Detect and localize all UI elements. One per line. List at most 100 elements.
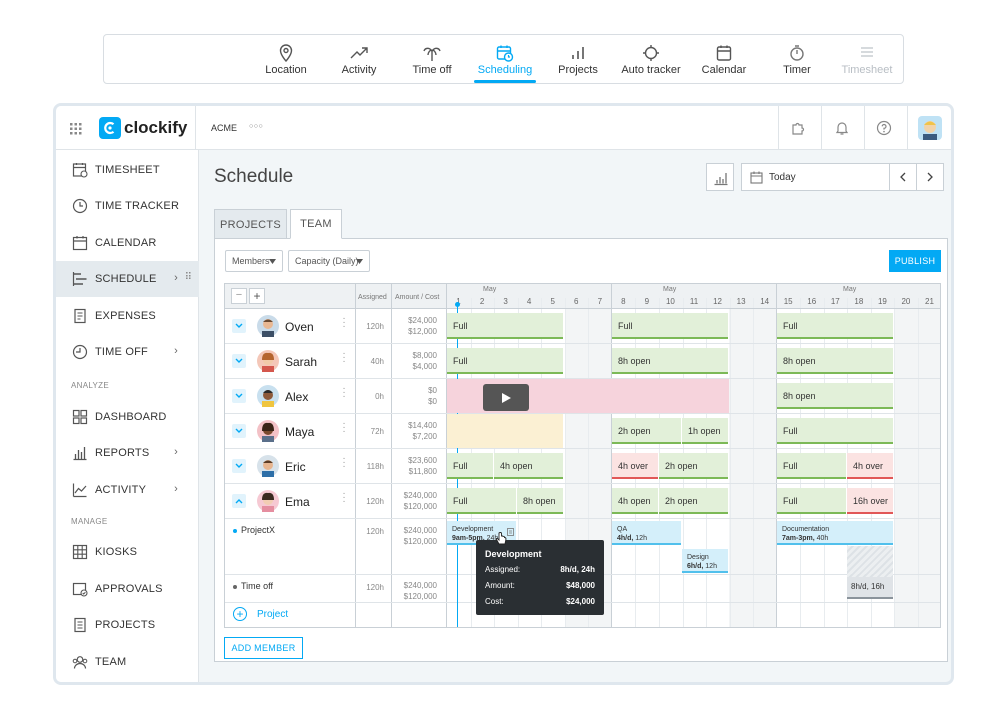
chevron-right-icon[interactable]: › (174, 483, 178, 495)
member-name[interactable]: Maya (285, 425, 315, 439)
more-vert-icon[interactable]: · · · (342, 488, 346, 507)
capacity-bar[interactable]: 2h open (659, 488, 728, 514)
chevron-right-icon[interactable]: › (174, 446, 178, 458)
feature-scheduling[interactable]: Scheduling (466, 35, 544, 83)
add-project-button[interactable]: + (233, 607, 247, 621)
capacity-bar[interactable]: 4h over (612, 453, 658, 479)
sidebar-item-schedule[interactable]: SCHEDULE › ⠿ (56, 261, 199, 297)
capacity-filter[interactable]: Capacity (Daily) (288, 250, 370, 272)
capacity-bar[interactable]: Full (777, 453, 846, 479)
capacity-bar[interactable]: Full (447, 348, 563, 374)
member-name[interactable]: Ema (285, 495, 310, 509)
more-vert-icon[interactable]: · · · (342, 383, 346, 402)
sidebar-item-time-tracker[interactable]: TIME TRACKER (56, 188, 199, 224)
chevron-right-icon[interactable]: › (174, 345, 178, 357)
assignment-bar[interactable]: Design 6h/d, 12h (682, 549, 728, 573)
expand-row-button[interactable] (232, 424, 246, 438)
video-play-button[interactable] (483, 384, 529, 411)
expand-row-button[interactable] (232, 389, 246, 403)
capacity-bar[interactable]: 4h over (847, 453, 893, 479)
sidebar-item-approvals[interactable]: APPROVALS (56, 571, 199, 607)
day-label: 7 (597, 297, 603, 306)
capacity-bar[interactable]: Full (612, 313, 728, 339)
sidebar-item-dashboard[interactable]: DASHBOARD (56, 399, 199, 435)
capacity-bar[interactable]: Full (777, 488, 846, 514)
feature-calendar[interactable]: Calendar (685, 35, 763, 83)
collapse-row-button[interactable] (232, 494, 246, 508)
amount-cost: $240,000 $120,000 (393, 490, 437, 512)
sidebar-item-timesheet[interactable]: TIMESHEET (56, 152, 199, 188)
capacity-bar[interactable]: 8h open (777, 348, 893, 374)
tab-team[interactable]: TEAM (290, 209, 342, 239)
previous-button[interactable] (889, 163, 917, 191)
capacity-bar[interactable]: 8h open (612, 348, 728, 374)
capacity-bar[interactable]: Full (447, 488, 516, 514)
expand-all-button[interactable]: + (249, 288, 265, 304)
feature-time-off[interactable]: Time off (393, 35, 471, 83)
add-project-label[interactable]: Project (257, 609, 289, 620)
capacity-bar[interactable]: 8h open (517, 488, 563, 514)
chevron-right-icon[interactable]: › (174, 272, 178, 284)
workspace-more[interactable]: ○○○ (249, 123, 264, 130)
more-vert-icon[interactable]: · · · (342, 348, 346, 367)
publish-button[interactable]: PUBLISH (889, 250, 941, 272)
chart-toggle-button[interactable] (706, 163, 734, 191)
time-off-name[interactable]: Time off (241, 581, 274, 591)
help-icon[interactable] (876, 120, 892, 136)
sidebar-item-expenses[interactable]: EXPENSES (56, 298, 199, 334)
member-name[interactable]: Eric (285, 460, 306, 474)
capacity-bar[interactable]: 1h open (682, 418, 728, 444)
next-button[interactable] (916, 163, 944, 191)
capacity-bar[interactable]: Full (447, 313, 563, 339)
feature-timer[interactable]: Timer (758, 35, 836, 83)
capacity-bar[interactable]: 2h open (659, 453, 728, 479)
capacity-bar[interactable]: 4h open (612, 488, 658, 514)
more-vert-icon[interactable]: · · · (342, 418, 346, 437)
capacity-bar[interactable]: Full (777, 313, 893, 339)
sidebar-item-activity[interactable]: ACTIVITY › (56, 472, 199, 508)
capacity-bar[interactable]: Full (447, 453, 493, 479)
member-name[interactable]: Sarah (285, 355, 318, 369)
feature-timesheet[interactable]: Timesheet (828, 35, 906, 83)
project-name[interactable]: ProjectX (241, 525, 276, 535)
bell-icon[interactable] (834, 120, 850, 136)
capacity-bar[interactable]: 4h open (494, 453, 563, 479)
workspace-name[interactable]: ACME (211, 123, 238, 133)
member-name[interactable]: Alex (285, 390, 309, 404)
note-icon[interactable] (507, 528, 514, 536)
feature-activity[interactable]: Activity (320, 35, 398, 83)
member-name[interactable]: Oven (285, 320, 314, 334)
sidebar-item-time-off[interactable]: TIME OFF › (56, 334, 199, 370)
time-off-bar[interactable]: 8h/d, 16h (847, 577, 893, 599)
more-vert-icon[interactable]: · · · (342, 453, 346, 472)
expand-row-button[interactable] (232, 319, 246, 333)
feature-projects[interactable]: Projects (539, 35, 617, 83)
capacity-bar[interactable]: 8h open (777, 383, 893, 409)
sidebar-item-projects[interactable]: PROJECTS (56, 607, 199, 643)
expand-row-button[interactable] (232, 459, 246, 473)
assignment-bar[interactable]: Documentation 7am-3pm, 40h (777, 521, 893, 545)
more-vert-icon[interactable]: · · · (342, 313, 346, 332)
capacity-bar[interactable]: Full (777, 418, 893, 444)
puzzle-icon[interactable] (790, 120, 806, 136)
feature-location[interactable]: Location (247, 35, 325, 83)
capacity-bar[interactable]: 16h over (847, 488, 893, 514)
holiday-block[interactable] (447, 414, 563, 448)
drag-handle-icon[interactable]: ⠿ (184, 272, 192, 283)
capacity-bar[interactable]: 2h open (612, 418, 681, 444)
user-avatar[interactable] (918, 116, 942, 140)
sidebar-item-reports[interactable]: REPORTS › (56, 435, 199, 471)
collapse-all-button[interactable]: − (231, 288, 247, 304)
assignment-bar[interactable]: QA 4h/d, 12h (612, 521, 681, 545)
location-pin-icon (279, 44, 293, 62)
apps-grid-icon[interactable] (70, 123, 82, 135)
tab-projects[interactable]: PROJECTS (214, 209, 287, 239)
expand-row-button[interactable] (232, 354, 246, 368)
add-member-button[interactable]: ADD MEMBER (224, 637, 303, 659)
members-filter[interactable]: Members (225, 250, 283, 272)
sidebar-item-kiosks[interactable]: KIOSKS (56, 534, 199, 570)
feature-auto-tracker[interactable]: Auto tracker (612, 35, 690, 83)
date-picker[interactable]: Today (741, 163, 890, 191)
sidebar-item-team[interactable]: TEAM (56, 644, 199, 680)
sidebar-item-calendar[interactable]: CALENDAR (56, 225, 199, 261)
